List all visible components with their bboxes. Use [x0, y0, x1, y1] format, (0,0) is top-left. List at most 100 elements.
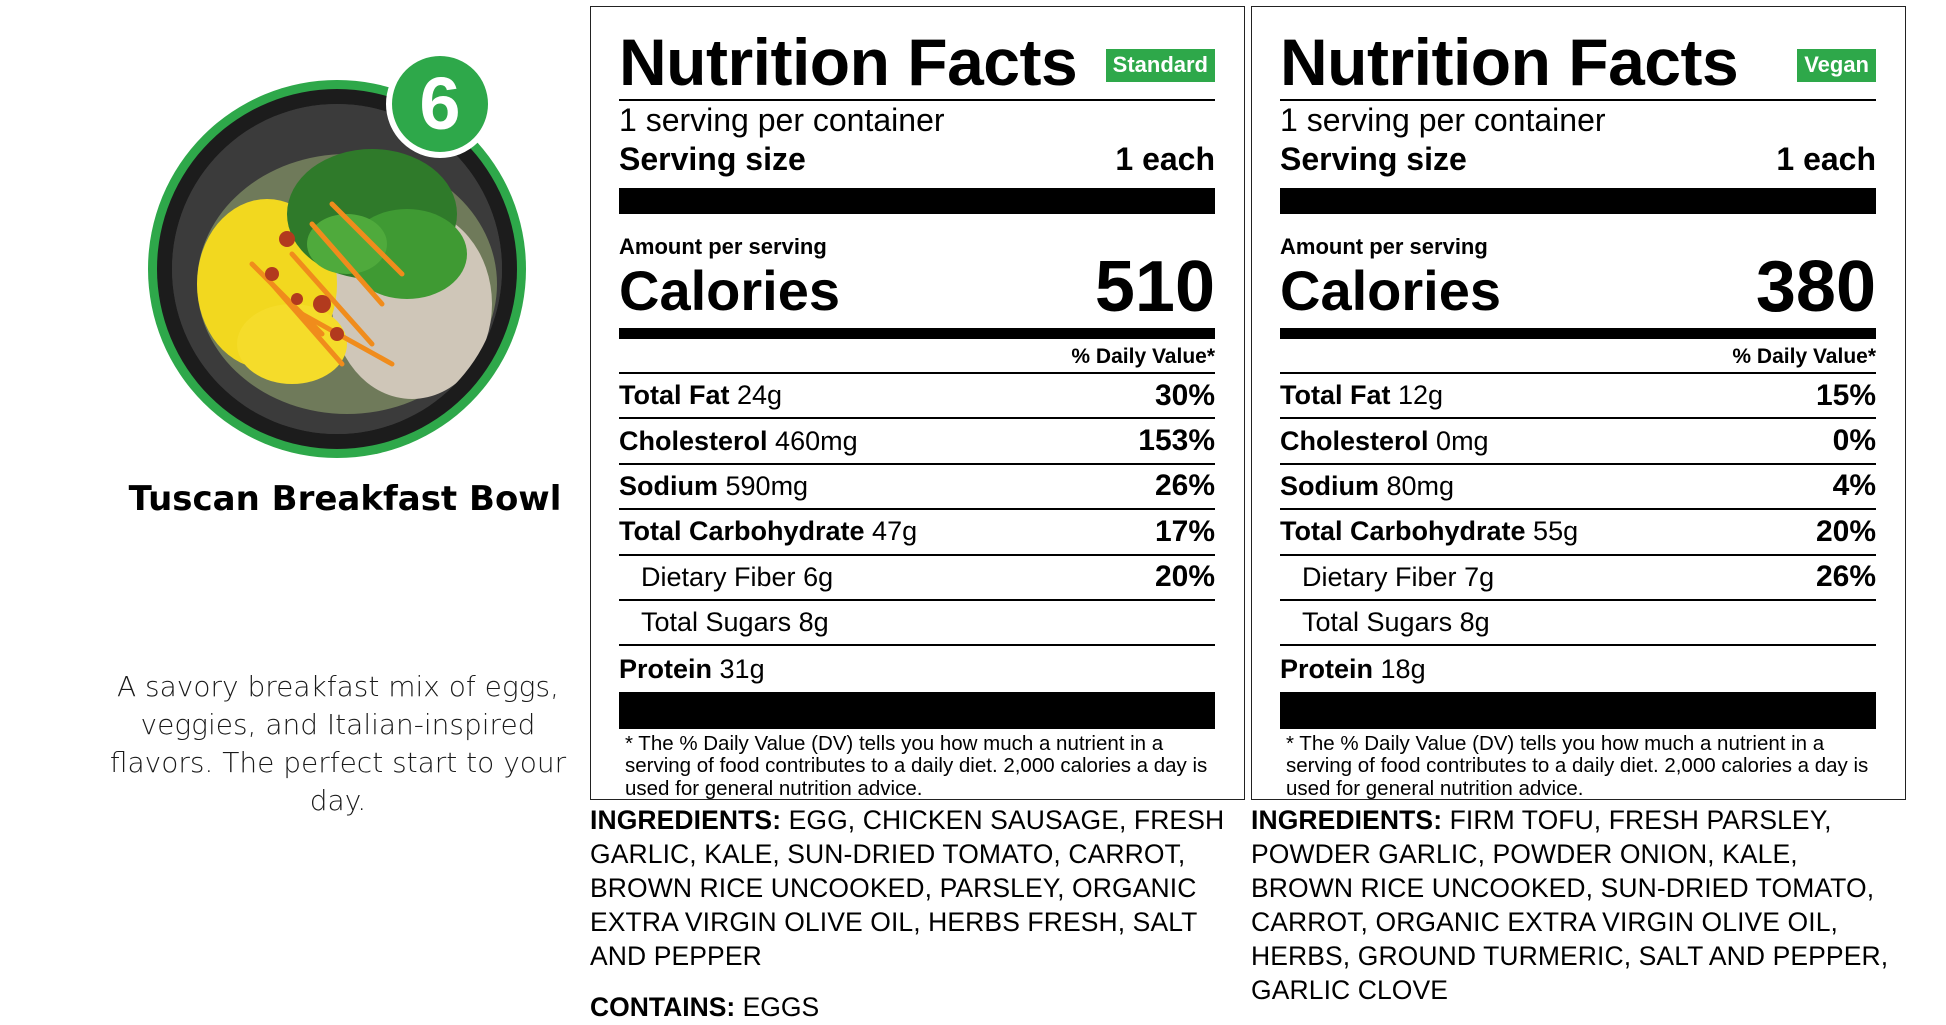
nutrition-title: Nutrition Facts	[619, 25, 1078, 99]
nutrient-amount: 8g	[1459, 607, 1490, 638]
nutrient-dv: 153%	[1138, 424, 1215, 458]
ingredients-label: INGREDIENTS:	[590, 805, 782, 835]
nutrient-name: Total Fat	[1280, 380, 1391, 411]
nutrient-row-dietary-fiber: Dietary Fiber 7g 26%	[1280, 556, 1876, 601]
serving-size-value: 1 each	[1115, 141, 1215, 177]
nutrient-name: Sodium	[619, 470, 718, 501]
nutrient-row-total-sugars: Total Sugars 8g	[1280, 601, 1876, 647]
serving-size-row: Serving size 1 each	[619, 139, 1215, 179]
product-description: A savory breakfast mix of eggs, veggies,…	[109, 670, 567, 817]
thick-divider	[619, 188, 1215, 214]
servings-per-container: 1 serving per container	[1280, 102, 1606, 138]
calories-row: Calories 380	[1280, 251, 1876, 323]
nutrient-row-sodium: Sodium 80mg 4%	[1280, 465, 1876, 511]
nutrient-amount: 18g	[1380, 653, 1426, 684]
daily-value-footnote: * The % Daily Value (DV) tells you how m…	[1286, 731, 1869, 800]
nutrient-name: Protein	[619, 653, 713, 684]
nutrient-row-total-fat: Total Fat 12g 15%	[1280, 374, 1876, 420]
ingredients-list: FIRM TOFU, FRESH PARSLEY, POWDER GARLIC,…	[1251, 805, 1889, 1005]
nutrient-name: Total Carbohydrate	[619, 516, 865, 547]
servings-per-container: 1 serving per container	[619, 102, 945, 138]
divider	[1280, 99, 1876, 101]
nutrient-amount: 80mg	[1386, 470, 1455, 501]
daily-value-header: % Daily Value*	[619, 339, 1215, 374]
nutrient-amount: 24g	[737, 380, 783, 411]
nutrition-panel-standard: Nutrition Facts Standard 1 serving per c…	[590, 6, 1245, 800]
medium-divider	[1280, 328, 1876, 339]
thick-divider	[1280, 188, 1876, 214]
nutrient-dv: 4%	[1832, 469, 1876, 503]
amount-per-serving: Amount per serving	[1280, 234, 1488, 259]
thick-divider	[619, 691, 1215, 729]
nutrition-title: Nutrition Facts	[1280, 25, 1739, 99]
nutrient-row-total-carbohydrate: Total Carbohydrate 47g 17%	[619, 510, 1215, 556]
divider	[619, 99, 1215, 101]
ingredients-label: INGREDIENTS:	[1251, 805, 1443, 835]
nutrient-row-total-sugars: Total Sugars 8g	[619, 601, 1215, 647]
contains-label: CONTAINS:	[590, 992, 736, 1022]
daily-value-footnote: * The % Daily Value (DV) tells you how m…	[625, 731, 1208, 800]
nutrient-name: Cholesterol	[619, 425, 768, 456]
nutrient-row-total-carbohydrate: Total Carbohydrate 55g 20%	[1280, 510, 1876, 556]
variant-badge: Vegan	[1797, 49, 1876, 82]
nutrient-dv: 26%	[1154, 469, 1215, 503]
item-number-badge: 6	[386, 50, 494, 158]
calories-value: 380	[1755, 247, 1876, 327]
nutrient-dv: 30%	[1154, 378, 1215, 412]
nutrient-dv: 15%	[1815, 378, 1876, 412]
product-name: Tuscan Breakfast Bowl	[128, 479, 562, 519]
food-illustration	[172, 104, 502, 434]
nutrient-name: Total Sugars	[641, 607, 792, 638]
nutrient-amount: 47g	[872, 516, 918, 547]
nutrient-row-cholesterol: Cholesterol 460mg 153%	[619, 419, 1215, 465]
calories-label: Calories	[1280, 259, 1501, 322]
nutrient-amount: 0mg	[1436, 425, 1489, 456]
serving-size-row: Serving size 1 each	[1280, 139, 1876, 179]
nutrition-panel-vegan: Nutrition Facts Vegan 1 serving per cont…	[1251, 6, 1906, 800]
nutrient-row-protein: Protein 31g	[619, 646, 1215, 691]
medium-divider	[619, 328, 1215, 339]
nutrient-row-cholesterol: Cholesterol 0mg 0%	[1280, 419, 1876, 465]
nutrient-amount: 590mg	[725, 470, 809, 501]
ingredients-vegan: INGREDIENTS: FIRM TOFU, FRESH PARSLEY, P…	[1251, 803, 1891, 1007]
nutrient-name: Total Carbohydrate	[1280, 516, 1526, 547]
nutrient-name: Cholesterol	[1280, 425, 1429, 456]
contains-value: EGGS	[742, 992, 820, 1022]
calories-row: Calories 510	[619, 251, 1215, 323]
nutrient-amount: 6g	[803, 561, 834, 592]
nutrient-name: Dietary Fiber	[1302, 561, 1457, 592]
ingredients-list: EGG, CHICKEN SAUSAGE, FRESH GARLIC, KALE…	[590, 805, 1225, 971]
nutrient-dv: 20%	[1154, 560, 1215, 594]
nutrient-row-total-fat: Total Fat 24g 30%	[619, 374, 1215, 420]
thick-divider	[1280, 691, 1876, 729]
nutrient-amount: 7g	[1464, 561, 1495, 592]
variant-badge: Standard	[1105, 49, 1215, 82]
nutrient-dv: 26%	[1815, 560, 1876, 594]
nutrient-amount: 12g	[1398, 380, 1444, 411]
nutrient-name: Sodium	[1280, 470, 1379, 501]
nutrient-amount: 31g	[719, 653, 765, 684]
nutrient-amount: 55g	[1533, 516, 1579, 547]
nutrient-dv: 20%	[1815, 514, 1876, 548]
nutrient-name: Total Sugars	[1302, 607, 1453, 638]
calories-label: Calories	[619, 259, 840, 322]
product-card: 6 Tuscan Breakfast Bowl A savory breakfa…	[0, 0, 570, 1025]
serving-size-label: Serving size	[619, 141, 806, 177]
nutrient-dv: 0%	[1832, 424, 1876, 458]
serving-size-label: Serving size	[1280, 141, 1467, 177]
nutrient-name: Dietary Fiber	[641, 561, 796, 592]
serving-size-value: 1 each	[1776, 141, 1876, 177]
nutrient-amount: 8g	[798, 607, 829, 638]
nutrient-dv: 17%	[1154, 514, 1215, 548]
nutrient-name: Protein	[1280, 653, 1374, 684]
calories-value: 510	[1094, 247, 1215, 327]
nutrient-row-sodium: Sodium 590mg 26%	[619, 465, 1215, 511]
bowl-food	[172, 104, 502, 434]
nutrient-amount: 460mg	[775, 425, 858, 456]
allergen-contains: CONTAINS: EGGS	[590, 990, 819, 1024]
nutrient-name: Total Fat	[619, 380, 730, 411]
daily-value-header: % Daily Value*	[1280, 339, 1876, 374]
amount-per-serving: Amount per serving	[619, 234, 827, 259]
ingredients-standard: INGREDIENTS: EGG, CHICKEN SAUSAGE, FRESH…	[590, 803, 1230, 973]
nutrient-row-protein: Protein 18g	[1280, 646, 1876, 691]
